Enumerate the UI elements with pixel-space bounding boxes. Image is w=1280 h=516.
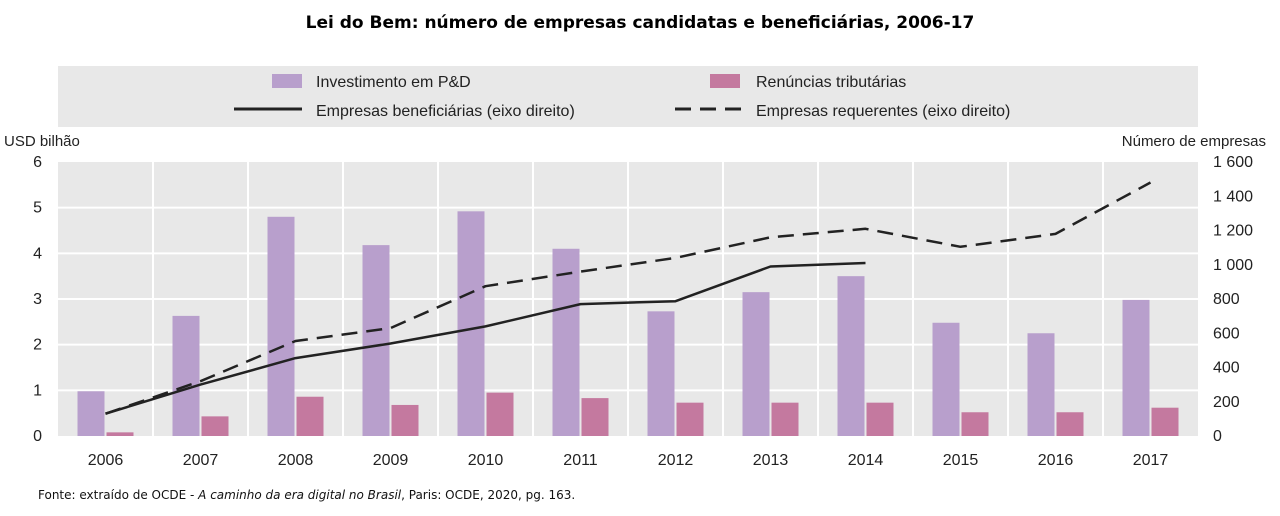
line-empresas-beneficiarias: [105, 261, 866, 415]
y-tick-left-label: 1: [33, 382, 42, 399]
bar-renuncias: [391, 404, 419, 436]
chart: Lei do Bem: número de empresas candidata…: [4, 13, 1266, 469]
x-tick-label: 2015: [943, 452, 979, 469]
source-note: Fonte: extraído de OCDE - A caminho da e…: [38, 488, 575, 502]
y-axis-left-title: USD bilhão: [4, 133, 80, 150]
bar-investimento: [77, 391, 105, 436]
line-empresas-requerentes: [105, 181, 1152, 415]
bar-investimento: [267, 216, 295, 436]
legend-label: Investimento em P&D: [316, 74, 471, 91]
x-tick-label: 2010: [468, 452, 504, 469]
bar-investimento: [457, 211, 485, 436]
bar-renuncias: [581, 398, 609, 436]
bar-renuncias: [106, 432, 134, 436]
bar-investimento: [552, 248, 580, 436]
x-tick-label: 2006: [88, 452, 124, 469]
y-tick-right-label: 1 600: [1213, 154, 1253, 171]
legend-box: [58, 66, 1198, 127]
grid-lines: [58, 162, 1198, 436]
y-tick-left-label: 2: [33, 337, 42, 354]
bar-investimento: [1027, 333, 1055, 436]
bar-investimento: [172, 315, 200, 436]
y-tick-left-label: 0: [33, 428, 42, 445]
bars: [77, 211, 1179, 436]
legend-label: Renúncias tributárias: [756, 74, 906, 91]
y-ticks-left: 0 1 2 3 4 5 6: [33, 154, 42, 445]
bar-investimento: [837, 276, 865, 436]
y-tick-right-label: 1 400: [1213, 188, 1253, 205]
y-tick-left-label: 3: [33, 291, 42, 308]
y-tick-right-label: 800: [1213, 291, 1240, 308]
legend-label: Empresas beneficiárias (eixo direito): [316, 103, 575, 120]
y-tick-left-label: 6: [33, 154, 42, 171]
x-tick-label: 2014: [848, 452, 884, 469]
x-tick-label: 2012: [658, 452, 694, 469]
x-tick-label: 2009: [373, 452, 409, 469]
bar-renuncias: [486, 392, 514, 436]
y-tick-right-label: 200: [1213, 394, 1240, 411]
y-axis-right-title: Número de empresas: [1122, 133, 1266, 150]
x-tick-label: 2016: [1038, 452, 1074, 469]
x-ticks: 2006 2007 2008 2009 2010 2011 2012 2013 2014 2015…: [88, 452, 1169, 469]
bar-investimento: [1122, 299, 1150, 436]
chart-title: Lei do Bem: número de empresas candidata…: [306, 13, 975, 33]
y-tick-right-label: 400: [1213, 360, 1240, 377]
bar-renuncias: [1056, 412, 1084, 436]
y-tick-right-label: 600: [1213, 325, 1240, 342]
legend-label: Empresas requerentes (eixo direito): [756, 103, 1010, 120]
bar-renuncias: [961, 412, 989, 436]
bar-renuncias: [1151, 407, 1179, 436]
bar-investimento: [742, 292, 770, 436]
source-suffix: , Paris: OCDE, 2020, pg. 163.: [401, 488, 576, 502]
y-tick-right-label: 1 200: [1213, 223, 1253, 240]
bar-investimento: [362, 245, 390, 436]
x-tick-label: 2007: [183, 452, 219, 469]
legend-swatch: [710, 74, 740, 88]
y-tick-right-label: 1 000: [1213, 257, 1253, 274]
y-tick-right-label: 0: [1213, 428, 1222, 445]
series-lines: [105, 181, 1152, 415]
bar-investimento: [932, 322, 960, 436]
source-title: A caminho da era digital no Brasil: [198, 488, 402, 502]
bar-renuncias: [771, 402, 799, 436]
y-tick-left-label: 5: [33, 200, 42, 217]
x-tick-label: 2011: [563, 452, 598, 469]
bar-investimento: [647, 311, 675, 436]
y-tick-left-label: 4: [33, 245, 42, 262]
bar-renuncias: [296, 396, 324, 436]
x-tick-label: 2013: [753, 452, 789, 469]
bar-renuncias: [676, 402, 704, 436]
source-prefix: Fonte: extraído de OCDE -: [38, 488, 199, 502]
x-tick-label: 2008: [278, 452, 314, 469]
legend: Investimento em P&D Renúncias tributárias…: [234, 74, 1010, 120]
legend-swatch: [272, 74, 302, 88]
bar-renuncias: [866, 402, 894, 436]
bar-renuncias: [201, 416, 229, 436]
x-tick-label: 2017: [1133, 452, 1169, 469]
y-ticks-right: 0 200 400 600 800 1 000 1 200 1 400 1 600: [1213, 154, 1253, 445]
